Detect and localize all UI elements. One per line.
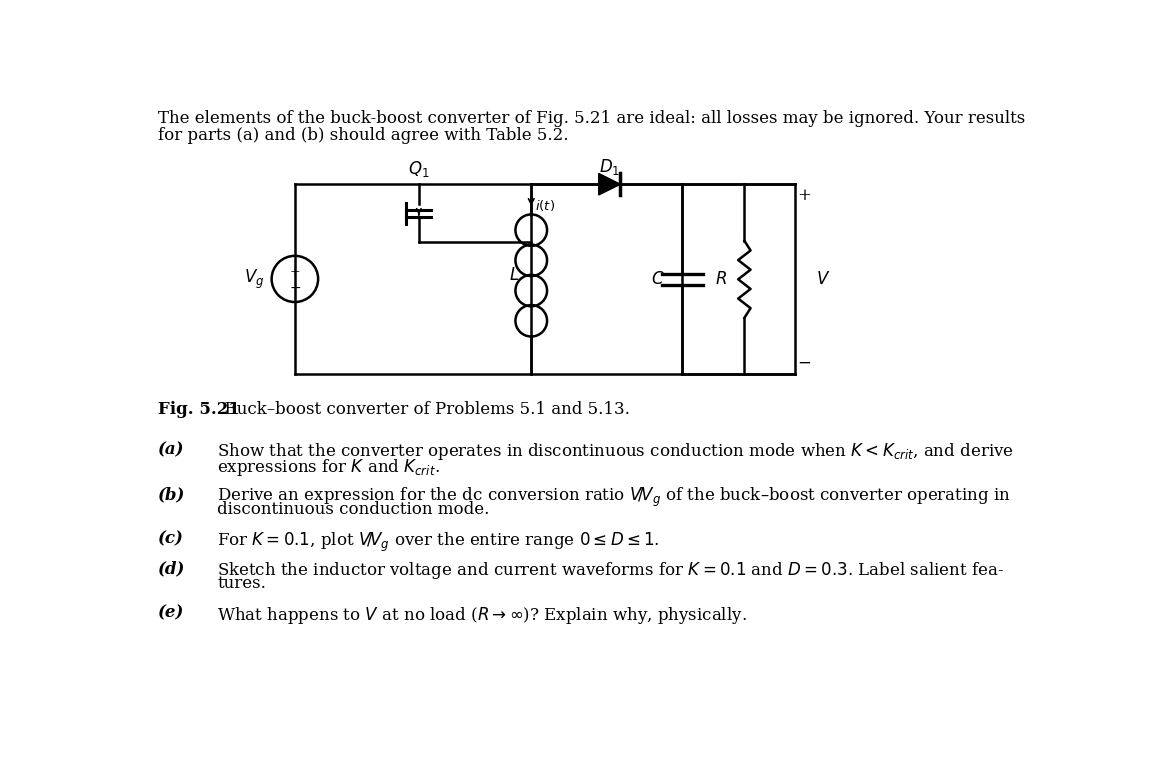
Text: Derive an expression for the dc conversion ratio $V\!/\!V_g$ of the buck–boost c: Derive an expression for the dc conversi… <box>217 486 1011 510</box>
Text: −: − <box>797 355 811 372</box>
Text: For $K = 0.1$, plot $V\!/\!V_g$ over the entire range $0 \leq D \leq 1$.: For $K = 0.1$, plot $V\!/\!V_g$ over the… <box>217 531 660 554</box>
Text: $Q_1$: $Q_1$ <box>408 159 430 179</box>
Text: (d): (d) <box>158 560 185 577</box>
Text: discontinuous conduction mode.: discontinuous conduction mode. <box>217 502 490 518</box>
Text: +: + <box>797 187 811 204</box>
Polygon shape <box>599 173 620 195</box>
Text: $D_1$: $D_1$ <box>599 157 620 177</box>
Text: $C$: $C$ <box>651 271 665 288</box>
Text: +: + <box>290 265 300 279</box>
Text: tures.: tures. <box>217 576 267 592</box>
Text: $V$: $V$ <box>816 271 830 288</box>
Text: expressions for $K$ and $K_{crit}$.: expressions for $K$ and $K_{crit}$. <box>217 457 440 478</box>
Text: $i(t)$: $i(t)$ <box>535 198 555 213</box>
Text: $R$: $R$ <box>715 271 727 288</box>
Text: Sketch the inductor voltage and current waveforms for $K = 0.1$ and $D = 0.3$. L: Sketch the inductor voltage and current … <box>217 560 1004 581</box>
Text: $L$: $L$ <box>509 267 520 284</box>
Text: What happens to $V$ at no load ($R \rightarrow \infty$)? Explain why, physically: What happens to $V$ at no load ($R \righ… <box>217 605 748 626</box>
Text: Fig. 5.21: Fig. 5.21 <box>158 401 239 419</box>
Text: (e): (e) <box>158 605 184 622</box>
Text: Show that the converter operates in discontinuous conduction mode when $K < K_{c: Show that the converter operates in disc… <box>217 441 1014 462</box>
Text: (c): (c) <box>158 531 184 548</box>
Text: (b): (b) <box>158 486 185 503</box>
Text: −: − <box>289 280 300 294</box>
Text: for parts (a) and (b) should agree with Table 5.2.: for parts (a) and (b) should agree with … <box>158 128 568 144</box>
Text: Buck–boost converter of Problems 5.1 and 5.13.: Buck–boost converter of Problems 5.1 and… <box>214 401 630 419</box>
Text: (a): (a) <box>158 441 184 458</box>
Text: The elements of the buck-boost converter of Fig. 5.21 are ideal: all losses may : The elements of the buck-boost converter… <box>158 110 1025 128</box>
Text: $V_g$: $V_g$ <box>245 268 264 290</box>
